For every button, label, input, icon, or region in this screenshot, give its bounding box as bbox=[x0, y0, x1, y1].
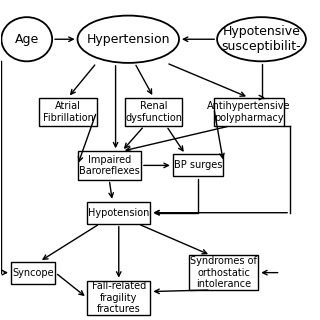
Text: Syndromes of
orthostatic
intolerance: Syndromes of orthostatic intolerance bbox=[190, 256, 257, 289]
Text: Hypotensive
susceptibilit-: Hypotensive susceptibilit- bbox=[222, 25, 301, 53]
Text: Renal
dysfunction: Renal dysfunction bbox=[125, 101, 182, 123]
Text: Atrial
Fibrillation: Atrial Fibrillation bbox=[43, 101, 93, 123]
Text: BP surges: BP surges bbox=[174, 160, 222, 171]
Text: Hypertension: Hypertension bbox=[86, 33, 170, 46]
Text: Fall-related
fragility
fractures: Fall-related fragility fractures bbox=[92, 281, 146, 315]
Text: Antihypertensive
polypharmacy: Antihypertensive polypharmacy bbox=[207, 101, 291, 123]
Text: Syncope: Syncope bbox=[12, 268, 54, 278]
Text: Age: Age bbox=[15, 33, 39, 46]
Text: Hypotension: Hypotension bbox=[88, 208, 149, 218]
Text: Impaired
Baroreflexes: Impaired Baroreflexes bbox=[79, 155, 140, 176]
